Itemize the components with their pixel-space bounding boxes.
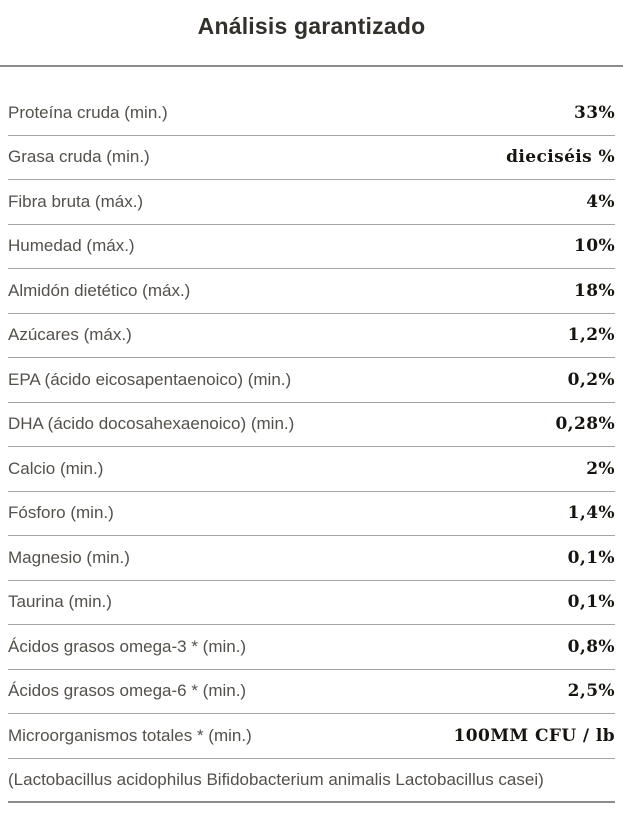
nutrient-label: Grasa cruda (min.): [8, 147, 150, 167]
nutrient-value: 10%: [573, 236, 615, 257]
nutrient-label: DHA (ácido docosahexaenoico) (min.): [8, 414, 295, 434]
table-row: Magnesio (min.) 0,1%: [8, 536, 615, 581]
nutrient-label: Taurina (min.): [8, 592, 112, 612]
nutrient-label: Humedad (máx.): [8, 236, 135, 256]
nutrient-value: 33%: [573, 102, 615, 123]
section-header: Análisis garantizado: [0, 0, 623, 67]
table-row: Azúcares (máx.) 1,2%: [8, 314, 615, 358]
nutrient-value: 2%: [586, 458, 615, 479]
nutrient-value: 0,2%: [567, 369, 615, 390]
table-row: Taurina (min.) 0,1%: [8, 581, 615, 625]
header-gap: [0, 67, 623, 91]
nutrient-value: 0,1%: [567, 592, 615, 613]
nutrient-label: Magnesio (min.): [8, 547, 130, 567]
table-row: Ácidos grasos omega-3 * (min.) 0,8%: [8, 625, 615, 670]
nutrient-value: 0,8%: [567, 636, 615, 657]
table-row: Microorganismos totales * (min.) 100MM C…: [8, 714, 615, 759]
analysis-table: Proteína cruda (min.) 33% Grasa cruda (m…: [0, 91, 623, 759]
table-row: Fósforo (min.) 1,4%: [8, 492, 615, 536]
nutrient-value: 18%: [573, 280, 615, 301]
probiotics-note-row: (Lactobacillus acidophilus Bifidobacteri…: [8, 759, 615, 803]
nutrient-value: dieciséis %: [506, 147, 615, 168]
nutrient-label: EPA (ácido eicosapentaenoico) (min.): [8, 369, 292, 389]
nutrient-label: Ácidos grasos omega-6 * (min.): [8, 681, 247, 701]
nutrient-label: Ácidos grasos omega-3 * (min.): [8, 636, 247, 656]
nutrient-value: 1,4%: [567, 503, 615, 524]
nutrient-label: Almidón dietético (máx.): [8, 280, 191, 300]
table-row: Ácidos grasos omega-6 * (min.) 2,5%: [8, 670, 615, 714]
table-row: Proteína cruda (min.) 33%: [8, 91, 615, 136]
table-row: Almidón dietético (máx.) 18%: [8, 269, 615, 314]
nutrient-value: 2,5%: [567, 681, 615, 702]
nutrient-value: 100MM CFU / lb: [453, 725, 615, 746]
table-row: EPA (ácido eicosapentaenoico) (min.) 0,2…: [8, 358, 615, 403]
nutrient-value: 1,2%: [567, 325, 615, 346]
nutrient-label: Calcio (min.): [8, 458, 104, 478]
nutrient-value: 4%: [586, 191, 615, 212]
table-row: Humedad (máx.) 10%: [8, 225, 615, 269]
probiotics-note: (Lactobacillus acidophilus Bifidobacteri…: [8, 769, 544, 789]
nutrient-value: 0,28%: [555, 414, 615, 435]
table-row: Grasa cruda (min.) dieciséis %: [8, 136, 615, 180]
nutrient-label: Fósforo (min.): [8, 503, 114, 523]
nutrient-label: Proteína cruda (min.): [8, 102, 168, 122]
table-row: Fibra bruta (máx.) 4%: [8, 180, 615, 225]
nutrient-value: 0,1%: [567, 547, 615, 568]
section-title: Análisis garantizado: [197, 13, 426, 39]
table-row: DHA (ácido docosahexaenoico) (min.) 0,28…: [8, 403, 615, 447]
nutrient-label: Microorganismos totales * (min.): [8, 725, 252, 745]
nutrient-label: Azúcares (máx.): [8, 325, 132, 345]
nutrient-label: Fibra bruta (máx.): [8, 191, 144, 211]
table-row: Calcio (min.) 2%: [8, 447, 615, 492]
